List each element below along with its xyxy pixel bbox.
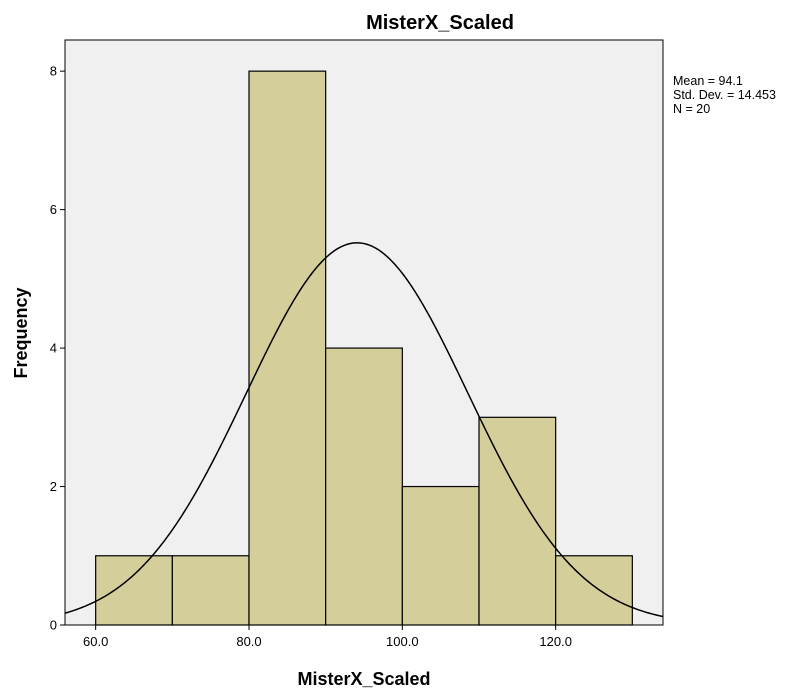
stats-box: Mean = 94.1 Std. Dev. = 14.453 N = 20 (673, 74, 776, 116)
y-axis: 0 2 4 6 8 (50, 64, 65, 633)
y-tick-label: 6 (50, 202, 57, 217)
normal-curve (64, 242, 664, 618)
x-tick-label: 120.0 (539, 634, 572, 649)
x-axis-label: MisterX_Scaled (297, 669, 430, 689)
histogram-bar (248, 70, 327, 626)
stat-std-dev: Std. Dev. = 14.453 (673, 88, 776, 102)
histogram-bar (95, 555, 173, 626)
x-axis: 60.0 80.0 100.0 120.0 (83, 625, 572, 649)
histogram-bar (171, 555, 250, 626)
histogram-bar (325, 347, 403, 626)
x-tick-label: 100.0 (386, 634, 419, 649)
y-axis-label: Frequency (11, 287, 31, 378)
histogram-bar (401, 485, 480, 626)
x-tick-label: 80.0 (236, 634, 261, 649)
histogram-bar (555, 555, 633, 626)
stat-mean: Mean = 94.1 (673, 74, 743, 88)
stat-n: N = 20 (673, 102, 710, 116)
y-tick-label: 2 (50, 479, 57, 494)
bars-group (95, 70, 633, 626)
y-tick-label: 4 (50, 341, 57, 356)
y-tick-label: 8 (50, 64, 57, 79)
chart-title: MisterX_Scaled (366, 12, 514, 34)
histogram-bar (478, 416, 557, 626)
y-tick-label: 0 (50, 618, 57, 633)
x-tick-label: 60.0 (83, 634, 108, 649)
